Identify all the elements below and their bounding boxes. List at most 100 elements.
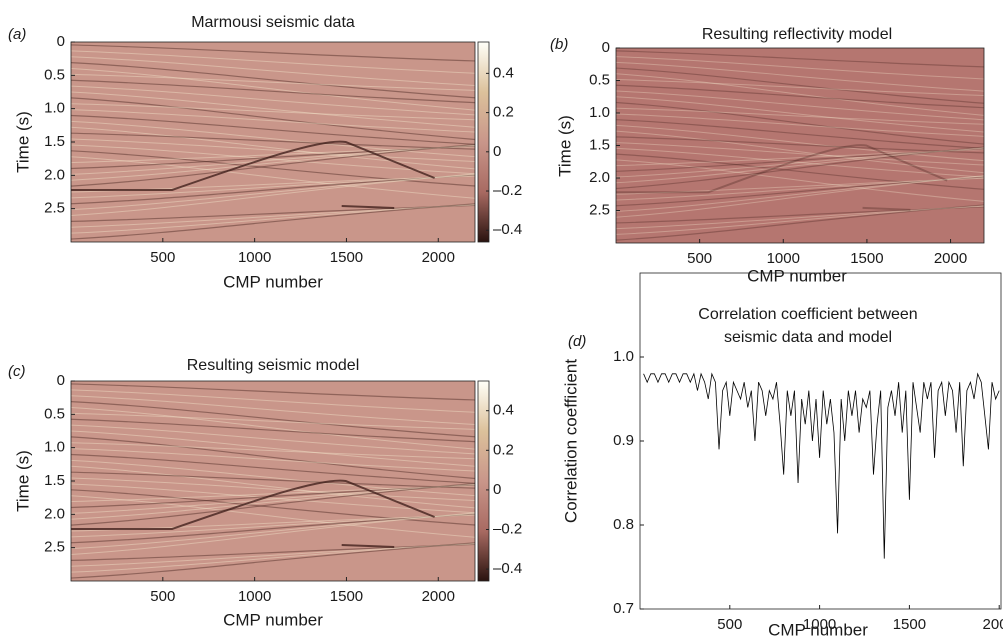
x-axis-label: CMP number (747, 266, 847, 285)
reflector (71, 56, 475, 87)
y-tick-label: 0.9 (613, 432, 634, 449)
colorbar-tick-label: –0.2 (493, 520, 522, 537)
reflector (71, 512, 475, 550)
y-tick-label: 2.0 (589, 169, 610, 186)
y-tick-label: 1.0 (613, 348, 634, 365)
reflector (71, 482, 475, 526)
reflector (616, 206, 984, 224)
data-line (643, 372, 1000, 559)
reflector (71, 512, 475, 556)
reflector (616, 79, 984, 97)
reflector (616, 159, 984, 202)
y-axis-label: Time (s) (13, 450, 32, 512)
reflector (616, 119, 984, 150)
reflector (71, 442, 475, 460)
y-tick-label: 2.5 (44, 200, 65, 217)
reflectors (71, 44, 475, 240)
reflector (341, 544, 395, 548)
x-axis-label: CMP number (223, 610, 323, 629)
seismic-image (71, 42, 475, 242)
reflectors (616, 50, 984, 241)
reflector (616, 148, 984, 172)
chart-title: Correlation coefficient between (698, 306, 917, 323)
reflector (616, 96, 984, 133)
y-tick-label: 2.5 (589, 201, 610, 218)
reflector (616, 144, 948, 194)
reflector (616, 175, 984, 212)
reflector (71, 126, 475, 170)
chart-title: Resulting seismic model (187, 357, 360, 374)
chart-title: seismic data and model (724, 329, 892, 346)
reflector (71, 85, 475, 116)
colorbar-tick-label: 0 (493, 143, 501, 160)
x-tick-label: 1500 (850, 250, 883, 267)
reflector (71, 459, 475, 497)
y-tick-label: 2.5 (44, 539, 65, 556)
reflector (71, 145, 475, 170)
x-tick-label: 2000 (934, 250, 967, 267)
reflector (71, 513, 475, 538)
x-tick-label: 500 (687, 250, 712, 267)
panel-label: (b) (550, 36, 568, 53)
colorbar-tick-label: –0.2 (493, 182, 522, 199)
reflector (71, 203, 475, 234)
reflector (616, 147, 984, 184)
y-tick-label: 2.0 (44, 166, 65, 183)
reflector (71, 138, 475, 162)
panel-label: (a) (8, 26, 26, 43)
reflector (71, 173, 475, 211)
reflector (71, 143, 475, 187)
reflector (616, 84, 984, 109)
x-tick-label: 2000 (983, 616, 1003, 633)
colorbar-tick-label: –0.4 (493, 560, 522, 577)
y-axis-label: Correlation coefficient (561, 359, 580, 523)
y-tick-label: 1.5 (44, 472, 65, 489)
reflector (71, 406, 475, 450)
reflector (71, 97, 475, 141)
reflector (71, 436, 475, 480)
reflector (71, 144, 475, 181)
reflector (71, 50, 475, 74)
reflector (616, 176, 984, 207)
colorbar-tick-label: –0.4 (493, 221, 522, 238)
reflector (616, 177, 984, 195)
colorbar-tick-label: 0.4 (493, 64, 514, 81)
y-tick-label: 0 (602, 39, 610, 56)
reflector (616, 130, 984, 174)
reflector (616, 204, 984, 241)
reflector (862, 206, 911, 211)
reflector (71, 67, 475, 111)
chart-title: Resulting reflectivity model (702, 26, 892, 43)
reflector (71, 418, 475, 443)
y-tick-label: 1.5 (44, 133, 65, 150)
reflector (71, 120, 475, 158)
reflector (71, 204, 475, 223)
reflector (616, 124, 984, 162)
reflector (616, 175, 984, 218)
y-tick-label: 0.5 (589, 71, 610, 88)
panel-label: (d) (568, 333, 586, 350)
reflector (71, 412, 475, 430)
reflector (71, 483, 475, 514)
reflector (71, 174, 475, 199)
y-tick-label: 0.5 (44, 66, 65, 83)
reflector (71, 389, 475, 413)
y-tick-label: 0.7 (613, 600, 634, 617)
reflectors (71, 383, 475, 579)
reflector (71, 395, 475, 426)
reflector (71, 146, 475, 164)
reflector (71, 73, 475, 91)
reflector (341, 205, 395, 209)
reflector (71, 484, 475, 514)
reflector (71, 174, 475, 205)
reflector (616, 205, 984, 235)
reflector (71, 542, 475, 579)
reflector (71, 173, 475, 217)
reflector (71, 543, 475, 567)
reflector (71, 132, 475, 150)
reflector (71, 203, 475, 240)
reflector (71, 61, 475, 99)
reflector (71, 513, 475, 544)
reflector (616, 147, 984, 178)
